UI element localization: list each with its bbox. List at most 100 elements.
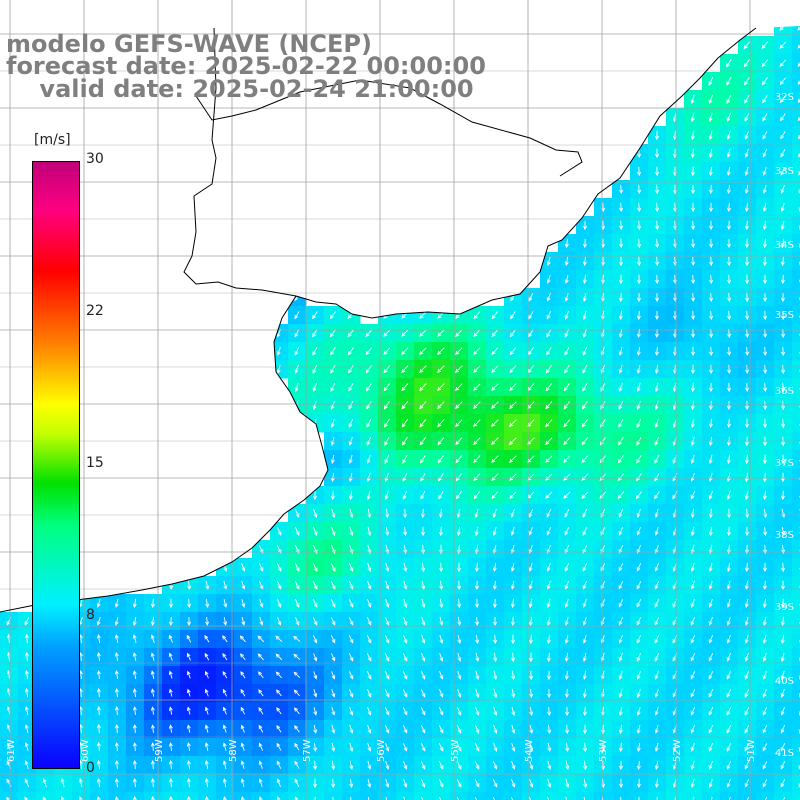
wind-arrow-head bbox=[511, 711, 516, 717]
wind-arrow bbox=[80, 706, 82, 716]
wind-arrow bbox=[385, 472, 389, 482]
wind-arrow bbox=[656, 184, 658, 194]
wind-arrow-head bbox=[455, 458, 460, 464]
wind-arrow bbox=[744, 112, 750, 122]
wind-arrow bbox=[26, 634, 28, 644]
wind-arrow bbox=[600, 400, 606, 410]
wind-arrow-head bbox=[222, 688, 227, 694]
wind-arrow-head bbox=[6, 724, 11, 729]
wind-arrow bbox=[8, 634, 10, 644]
wind-arrow-head bbox=[258, 706, 263, 712]
lat-label: 33S bbox=[775, 166, 794, 177]
wind-arrow-head bbox=[690, 441, 695, 447]
wind-arrow-head bbox=[330, 351, 334, 356]
wind-arrow bbox=[763, 202, 767, 212]
wind-arrow-head bbox=[294, 333, 299, 338]
wind-arrow-head bbox=[457, 729, 462, 734]
wind-arrow bbox=[116, 760, 118, 770]
wind-arrow-head bbox=[744, 621, 749, 626]
wind-arrow bbox=[384, 707, 390, 715]
wind-arrow-head bbox=[745, 531, 750, 537]
wind-arrow bbox=[491, 473, 499, 481]
wind-arrow bbox=[529, 562, 533, 572]
wind-arrow-head bbox=[385, 567, 390, 573]
wind-arrow bbox=[403, 761, 407, 769]
wind-arrow bbox=[474, 724, 480, 734]
wind-arrow-head bbox=[745, 297, 750, 303]
wind-arrow-head bbox=[708, 711, 713, 716]
wind-arrow-head bbox=[565, 729, 570, 735]
wind-arrow bbox=[674, 220, 676, 230]
wind-arrow bbox=[241, 580, 245, 590]
wind-arrow-head bbox=[510, 513, 515, 518]
wind-arrow bbox=[547, 274, 551, 284]
wind-arrow-head bbox=[582, 315, 587, 321]
wind-arrow-head bbox=[744, 747, 749, 752]
wind-arrow-head bbox=[726, 531, 731, 537]
wind-arrow-head bbox=[349, 729, 354, 734]
colorbar bbox=[32, 161, 80, 769]
wind-arrow-head bbox=[240, 778, 245, 783]
wind-arrow-head bbox=[490, 422, 496, 428]
wind-arrow bbox=[527, 383, 535, 391]
wind-arrow bbox=[727, 778, 731, 788]
wind-arrow-head bbox=[529, 729, 534, 734]
wind-arrow-head bbox=[637, 261, 642, 267]
wind-arrow bbox=[728, 184, 730, 194]
wind-arrow-head bbox=[619, 243, 624, 249]
wind-arrow-head bbox=[259, 621, 264, 626]
wind-arrow bbox=[205, 689, 209, 697]
wind-arrow-head bbox=[277, 549, 282, 554]
wind-arrow-head bbox=[780, 171, 785, 176]
wind-arrow bbox=[764, 526, 766, 536]
wind-arrow bbox=[366, 671, 372, 679]
wind-arrow-head bbox=[654, 315, 659, 321]
wind-arrow bbox=[726, 652, 732, 662]
wind-arrow-head bbox=[744, 117, 749, 122]
wind-arrow-head bbox=[546, 279, 551, 284]
wind-arrow bbox=[762, 725, 768, 733]
wind-arrow-head bbox=[475, 675, 480, 680]
wind-arrow-head bbox=[708, 567, 713, 573]
wind-arrow-head bbox=[330, 405, 335, 410]
wind-arrow-head bbox=[672, 459, 677, 464]
wind-arrow bbox=[330, 598, 336, 608]
wind-arrow bbox=[223, 778, 227, 788]
wind-arrow bbox=[367, 760, 371, 770]
wind-arrow bbox=[509, 401, 517, 409]
wind-arrow-head bbox=[348, 495, 353, 501]
wind-arrow-head bbox=[401, 350, 406, 355]
wind-arrow-head bbox=[509, 332, 514, 338]
colorbar-tick-22: 22 bbox=[86, 303, 104, 319]
wind-arrow-head bbox=[365, 350, 370, 356]
wind-arrow bbox=[727, 490, 731, 500]
wind-arrow-head bbox=[781, 459, 786, 465]
wind-arrow-head bbox=[600, 531, 605, 536]
wind-arrow bbox=[529, 778, 533, 788]
wind-arrow-head bbox=[385, 657, 390, 662]
wind-arrow-head bbox=[96, 795, 101, 800]
wind-arrow bbox=[764, 238, 766, 248]
wind-arrow-head bbox=[204, 724, 209, 729]
wind-arrow bbox=[492, 761, 498, 769]
wind-arrow bbox=[313, 725, 317, 733]
wind-arrow bbox=[402, 707, 408, 715]
wind-arrow bbox=[511, 742, 515, 752]
wind-arrow-head bbox=[383, 350, 388, 356]
wind-arrow bbox=[746, 454, 748, 464]
lon-label: 55W bbox=[450, 739, 461, 762]
wind-arrow bbox=[528, 796, 532, 800]
wind-arrow-head bbox=[545, 369, 550, 374]
wind-arrow-head bbox=[509, 386, 514, 392]
wind-arrow bbox=[654, 670, 660, 680]
wind-arrow-head bbox=[547, 747, 552, 753]
wind-arrow bbox=[457, 526, 461, 536]
wind-arrow-head bbox=[421, 639, 426, 644]
wind-arrow bbox=[294, 689, 300, 697]
wind-arrow-head bbox=[96, 687, 101, 693]
wind-arrow-head bbox=[421, 621, 426, 627]
wind-arrow bbox=[529, 760, 533, 770]
wind-arrow-head bbox=[187, 621, 192, 626]
wind-arrow-head bbox=[474, 549, 479, 555]
wind-arrow-head bbox=[383, 387, 388, 392]
